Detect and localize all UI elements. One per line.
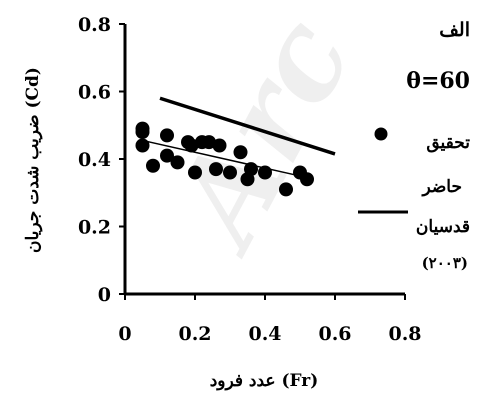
x-tick-label: 0.8 (388, 323, 421, 345)
x-tick-label: 0.4 (248, 323, 281, 345)
data-point (209, 162, 223, 177)
x-tick-label: 0.2 (178, 323, 211, 345)
y-tick-label: 0.8 (78, 14, 111, 36)
legend-label-line-1: قدسیان (416, 217, 470, 237)
data-point (244, 162, 258, 177)
data-point (188, 165, 202, 180)
chart-subtitle: θ=60 (406, 68, 470, 94)
trend-line-present-study (142, 139, 308, 179)
data-point (170, 155, 185, 170)
x-ticks: 0 0.2 0.4 0.6 0.8 (118, 294, 422, 345)
legend-label-line-2: (۲۰۰۳) (422, 254, 468, 272)
data-point (160, 128, 174, 143)
legend-label-points-2: حاضر (420, 177, 462, 197)
series-lines (142, 96, 336, 179)
legend-label-points-1: تحقیق (426, 133, 470, 153)
data-point (223, 165, 237, 180)
y-tick-label: 0.2 (78, 217, 111, 239)
data-point (212, 138, 227, 153)
data-point (160, 148, 174, 163)
y-axis-label: ضریب شدت جریان (Cd) (23, 67, 43, 253)
series-line-ghodsian (159, 96, 336, 156)
legend: تحقیق حاضر قدسیان (۲۰۰۳) (358, 127, 470, 272)
data-point (146, 158, 160, 173)
data-point (184, 138, 199, 153)
series-points (135, 121, 314, 197)
data-point (202, 135, 216, 150)
data-point (258, 165, 272, 180)
x-axis-label: عدد فرود (Fr) (210, 371, 319, 391)
legend-marker-points (374, 127, 388, 141)
watermark-text: Arc (143, 0, 380, 274)
y-ticks: 0 0.2 0.4 0.6 0.8 (78, 14, 125, 306)
y-tick-label: 0 (98, 284, 111, 306)
x-tick-label: 0 (118, 323, 131, 345)
y-tick-label: 0.6 (78, 82, 111, 104)
data-point (279, 182, 293, 197)
x-tick-label: 0.6 (318, 323, 351, 345)
data-point (135, 121, 150, 136)
data-point (233, 145, 248, 160)
y-tick-label: 0.4 (78, 149, 111, 171)
data-point (135, 138, 150, 153)
data-point (300, 172, 314, 187)
chart-title: الف (439, 19, 470, 41)
